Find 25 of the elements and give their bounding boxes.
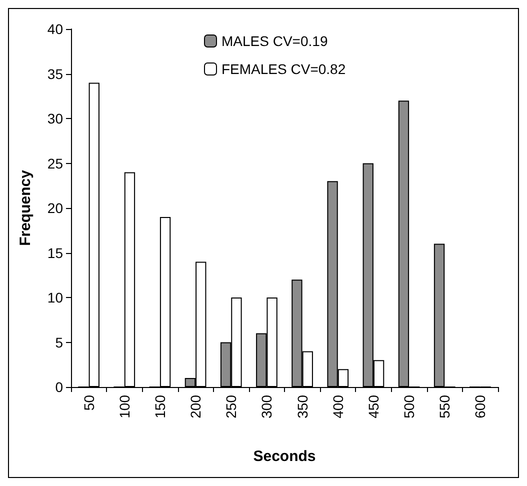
x-tick-label: 150 bbox=[152, 394, 168, 418]
x-axis-title: Seconds bbox=[253, 448, 316, 465]
x-tick-label: 600 bbox=[472, 394, 488, 418]
x-tick-label: 250 bbox=[223, 394, 240, 418]
y-tick-label: 25 bbox=[47, 155, 64, 172]
y-tick-label: 30 bbox=[47, 110, 64, 126]
x-tick-label: 300 bbox=[258, 394, 275, 418]
y-tick-label: 5 bbox=[55, 334, 64, 350]
x-tick-label: 550 bbox=[436, 394, 453, 418]
y-tick-label: 10 bbox=[47, 290, 64, 306]
y-axis-title: Frequency bbox=[17, 169, 34, 246]
x-tick-label: 500 bbox=[401, 394, 418, 418]
y-tick-label: 15 bbox=[47, 244, 64, 261]
legend-label: FEMALES CV=0.82 bbox=[222, 61, 346, 77]
y-tick-label: 40 bbox=[47, 21, 64, 37]
legend-label: MALES CV=0.19 bbox=[222, 33, 328, 49]
y-tick-label: 20 bbox=[47, 200, 64, 216]
x-tick-label: 50 bbox=[80, 394, 97, 411]
y-tick-label: 0 bbox=[55, 379, 64, 395]
x-tick-label: 100 bbox=[116, 394, 132, 418]
y-tick-label: 35 bbox=[47, 66, 64, 82]
x-tick-label: 200 bbox=[188, 394, 204, 418]
x-tick-label: 350 bbox=[294, 394, 310, 418]
x-tick-label: 400 bbox=[330, 394, 346, 418]
x-tick-label: 450 bbox=[365, 394, 382, 418]
